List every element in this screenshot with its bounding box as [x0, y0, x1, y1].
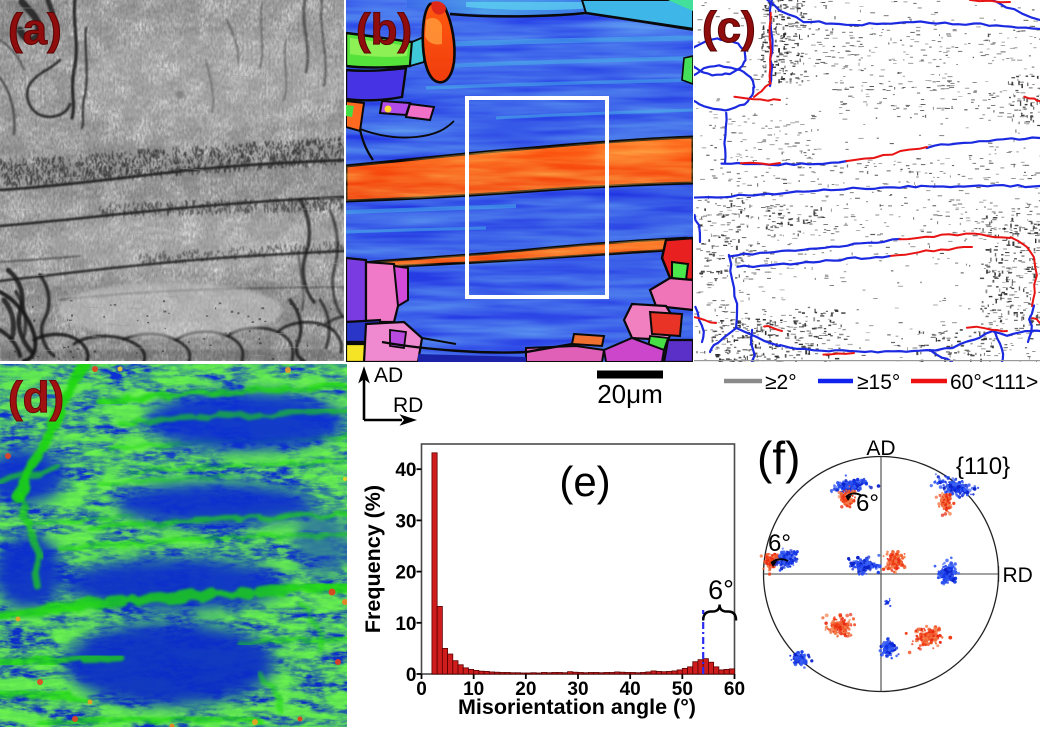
svg-text:10: 10	[463, 679, 484, 700]
svg-text:10: 10	[395, 614, 416, 635]
svg-text:20μm: 20μm	[597, 379, 663, 409]
svg-text:(c): (c)	[702, 3, 756, 52]
svg-text:60°<111>: 60°<111>	[950, 371, 1038, 394]
svg-text:6°: 6°	[856, 490, 879, 517]
svg-text:50: 50	[672, 679, 693, 700]
svg-text:20: 20	[395, 563, 416, 584]
svg-text:20: 20	[515, 679, 536, 700]
svg-text:AD: AD	[374, 364, 403, 387]
svg-text:0: 0	[406, 665, 417, 686]
svg-text:6°: 6°	[708, 575, 734, 605]
svg-text:30: 30	[567, 679, 588, 700]
svg-text:AD: AD	[866, 437, 895, 460]
svg-text:(d): (d)	[8, 373, 64, 422]
svg-text:{110}: {110}	[956, 453, 1010, 480]
svg-text:≥2°: ≥2°	[765, 371, 797, 394]
svg-text:30: 30	[395, 511, 416, 532]
svg-text:60: 60	[724, 679, 745, 700]
svg-text:40: 40	[620, 679, 641, 700]
svg-text:(b): (b)	[356, 5, 412, 54]
svg-text:RD: RD	[1003, 564, 1033, 587]
svg-text:Misorientation angle (°): Misorientation angle (°)	[458, 695, 696, 719]
svg-text:(f): (f)	[757, 432, 800, 484]
svg-text:Frequency (%): Frequency (%)	[361, 485, 385, 633]
svg-text:(e): (e)	[559, 458, 610, 505]
svg-text:(a): (a)	[8, 5, 62, 54]
svg-text:40: 40	[395, 460, 416, 481]
svg-text:RD: RD	[393, 394, 423, 417]
svg-text:0: 0	[416, 679, 427, 700]
svg-text:6°: 6°	[768, 530, 791, 557]
svg-text:≥15°: ≥15°	[857, 371, 900, 394]
